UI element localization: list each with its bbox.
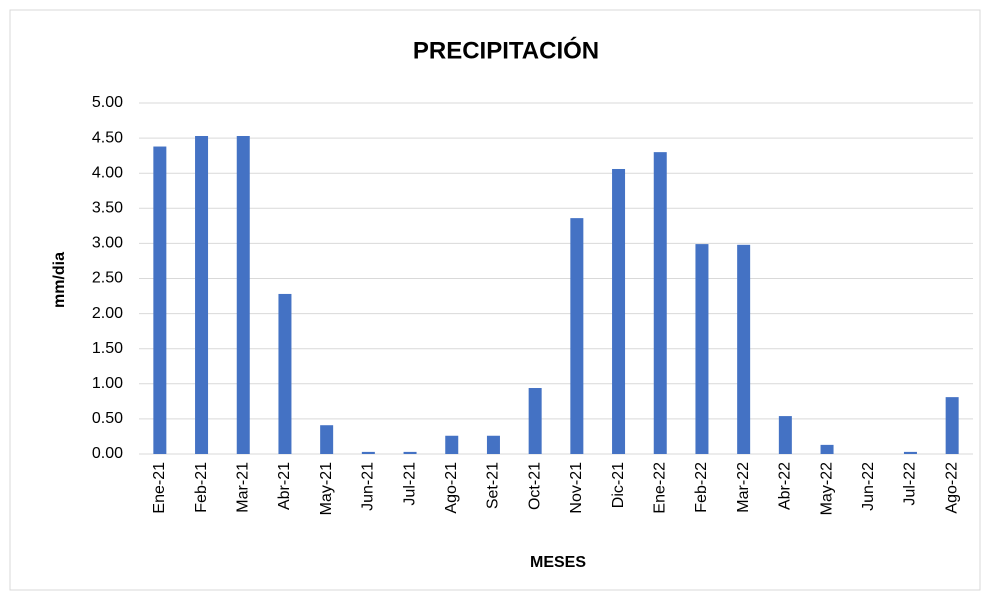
x-tick-label: Abr-21	[276, 462, 293, 510]
y-tick-label: 3.50	[92, 200, 123, 217]
x-tick-label: Ago-21	[443, 462, 460, 514]
x-tick-label: Oct-21	[526, 462, 543, 510]
x-tick-label: Ene-21	[151, 462, 168, 514]
bar	[445, 435, 459, 454]
bar	[320, 425, 334, 454]
x-tick-label: Ago-22	[943, 462, 960, 514]
bar	[695, 244, 709, 454]
bar	[278, 293, 292, 454]
y-tick-label: 2.50	[92, 270, 123, 287]
y-tick-label: 1.00	[92, 375, 123, 392]
y-tick-label: 1.50	[92, 340, 123, 357]
bar	[403, 451, 417, 454]
x-tick-label: Jul-22	[902, 462, 919, 506]
bar	[945, 397, 959, 454]
bar	[737, 244, 751, 454]
x-tick-label: Mar-22	[735, 462, 752, 513]
bar	[236, 135, 250, 454]
y-tick-label: 3.00	[92, 235, 123, 252]
x-tick-label: Jul-21	[401, 462, 418, 506]
bar	[486, 435, 500, 454]
x-tick-label: May-21	[318, 462, 335, 515]
x-tick-label: Feb-21	[193, 462, 210, 513]
bar	[778, 416, 792, 454]
bar	[820, 444, 834, 454]
x-tick-label: Set-21	[485, 462, 502, 509]
x-tick-label: Dic-21	[610, 462, 627, 508]
x-tick-label: Nov-21	[568, 462, 585, 514]
bar	[195, 135, 209, 454]
x-tick-label: Abr-22	[777, 462, 794, 510]
y-axis-title: mm/dia	[51, 252, 68, 308]
x-tick-label: Feb-22	[693, 462, 710, 513]
x-tick-label: Mar-21	[234, 462, 251, 513]
x-tick-label: Jun-22	[860, 462, 877, 511]
bar	[361, 451, 375, 454]
y-tick-label: 0.50	[92, 410, 123, 427]
y-tick-label: 2.00	[92, 305, 123, 322]
y-tick-label: 5.00	[92, 94, 123, 111]
x-axis-title: MESES	[530, 554, 586, 571]
x-tick-label: May-22	[818, 462, 835, 515]
bar	[528, 388, 542, 454]
y-tick-label: 0.00	[92, 445, 123, 462]
x-tick-label: Ene-22	[651, 462, 668, 514]
bar	[612, 168, 626, 454]
x-tick-label: Jun-21	[360, 462, 377, 511]
chart-frame	[9, 9, 981, 591]
bar	[903, 451, 917, 454]
y-tick-label: 4.50	[92, 129, 123, 146]
bar	[570, 218, 584, 454]
chart-title: PRECIPITACIÓN	[413, 36, 599, 64]
y-tick-label: 4.00	[92, 164, 123, 181]
bar	[153, 146, 167, 455]
bar	[653, 152, 667, 454]
